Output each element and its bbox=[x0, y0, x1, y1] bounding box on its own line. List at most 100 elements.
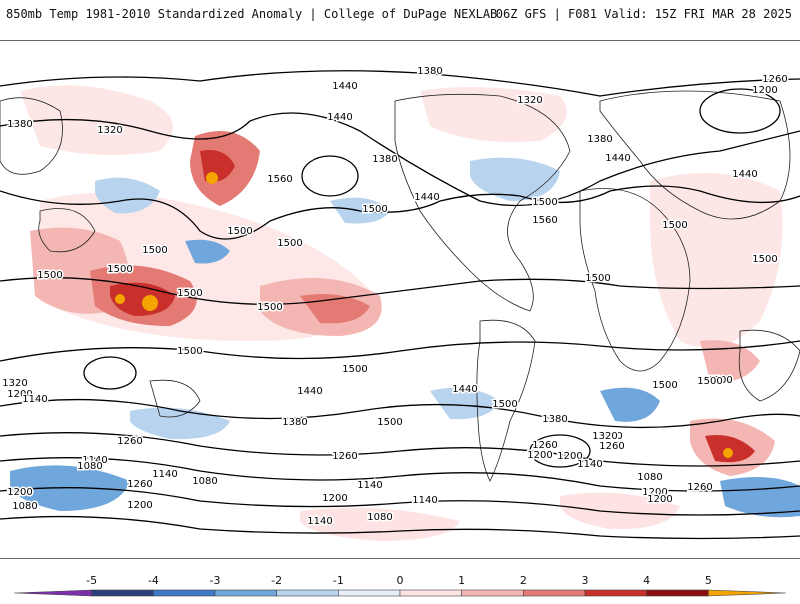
contour-label: 1080 bbox=[12, 501, 37, 512]
contour-label: 1560 bbox=[267, 174, 292, 185]
map-title: 850mb Temp 1981-2010 Standardized Anomal… bbox=[6, 7, 498, 21]
contour-label: 1140 bbox=[412, 495, 437, 506]
colorbar-tick-label: 2 bbox=[519, 574, 527, 587]
contour-label: 1140 bbox=[22, 394, 47, 405]
contour-label: 1140 bbox=[577, 459, 602, 470]
contour-label: 1260 bbox=[117, 436, 142, 447]
colorbar-bar bbox=[13, 589, 787, 597]
colorbar-tick-label: -1 bbox=[332, 574, 344, 587]
contour-label: 1140 bbox=[357, 480, 382, 491]
contour-label: 1500 bbox=[697, 376, 722, 387]
contour-label: 1200 bbox=[752, 85, 777, 96]
colorbar-swatch bbox=[338, 589, 401, 597]
colorbar-swatch bbox=[523, 589, 586, 597]
contour-label: 1260 bbox=[127, 479, 152, 490]
contour-label: 1320 bbox=[517, 95, 542, 106]
contour-label: 1440 bbox=[414, 192, 439, 203]
contour-label: 1320 bbox=[2, 378, 27, 389]
contour-label: 1260 bbox=[762, 74, 787, 85]
colorbar-tick-label: -4 bbox=[147, 574, 159, 587]
contour-label: 1500 bbox=[177, 346, 202, 357]
contour-label: 1200 bbox=[557, 451, 582, 462]
anomaly-shading bbox=[0, 41, 800, 541]
contour-label: 1500 bbox=[532, 197, 557, 208]
contour-label: 1500 bbox=[707, 375, 732, 386]
colorbar-swatch bbox=[13, 589, 92, 597]
colorbar-tick-label: 4 bbox=[643, 574, 651, 587]
colorbar-tick-label: -5 bbox=[86, 574, 98, 587]
contour-label: 1140 bbox=[82, 455, 107, 466]
contour-label: 1500 bbox=[177, 288, 202, 299]
contour-label: 1500 bbox=[362, 204, 387, 215]
contour-label: 1500 bbox=[227, 226, 252, 237]
anomaly-map: 1380 1440 1320 1380 1560 1440 1500 1500 1500 1380… bbox=[0, 40, 800, 559]
contour-label: 1500 bbox=[492, 399, 517, 410]
colorbar-tick-label: -2 bbox=[271, 574, 283, 587]
contour-label: 1440 bbox=[605, 153, 630, 164]
colorbar-swatch bbox=[91, 589, 154, 597]
contour-label: 1380 bbox=[7, 119, 32, 130]
colorbar-swatch bbox=[399, 589, 462, 597]
contour-label: 1080 bbox=[637, 472, 662, 483]
contour-label: 1500 bbox=[342, 364, 367, 375]
colorbar-swatch bbox=[276, 589, 339, 597]
contour-label: 1200 bbox=[642, 487, 667, 498]
contour-label: 1320 bbox=[97, 125, 122, 136]
contour-label: 1440 bbox=[327, 112, 352, 123]
colorbar-swatch bbox=[646, 589, 709, 597]
contour-label: 1260 bbox=[332, 451, 357, 462]
contour-label: 1440 bbox=[732, 169, 757, 180]
colorbar-swatch bbox=[153, 589, 216, 597]
height-contours bbox=[0, 70, 800, 540]
contour-label: 1200 bbox=[7, 389, 32, 400]
contour-label: 1380 bbox=[417, 66, 442, 77]
contour-label: 1200 bbox=[527, 450, 552, 461]
map-canvas: 1380144013201380156014401500150015001380… bbox=[0, 41, 800, 541]
contour-label: 1200 bbox=[322, 493, 347, 504]
contour-label: 1140 bbox=[152, 469, 177, 480]
contour-label: 1500 bbox=[257, 302, 282, 313]
colorbar-tick-label: -3 bbox=[209, 574, 221, 587]
model-run-info: 06Z GFS | F081 Valid: 15Z FRI MAR 28 202… bbox=[495, 7, 792, 21]
contour-label: 1500 bbox=[752, 254, 777, 265]
contour-label: 1500 bbox=[652, 380, 677, 391]
contour-label: 1380 bbox=[282, 417, 307, 428]
contour-label: 1320 bbox=[592, 431, 617, 442]
colorbar-swatch bbox=[708, 589, 787, 597]
colorbar-tick-label: 5 bbox=[704, 574, 712, 587]
colorbar-swatch bbox=[584, 589, 647, 597]
contour-label: 1440 bbox=[332, 81, 357, 92]
contour-label: 1440 bbox=[297, 386, 322, 397]
contour-label: 1260 bbox=[532, 440, 557, 451]
contour-label: 1080 bbox=[192, 476, 217, 487]
contour-label: 1200 bbox=[127, 500, 152, 511]
contour-label: 1320 bbox=[597, 431, 622, 442]
header: 850mb Temp 1981-2010 Standardized Anomal… bbox=[0, 0, 800, 30]
contour-label: 1500 bbox=[142, 245, 167, 256]
contour-label: 1500 bbox=[377, 417, 402, 428]
colorbar-tick-label: 0 bbox=[396, 574, 404, 587]
anomaly-colorbar: -5 -4 -3 -2 -1 0 1 2 3 4 5 bbox=[0, 568, 800, 600]
contour-label: 1560 bbox=[532, 215, 557, 226]
contour-label: 1500 bbox=[662, 220, 687, 231]
contour-label: 1260 bbox=[599, 441, 624, 452]
colorbar-swatch bbox=[214, 589, 277, 597]
contour-label: 1200 bbox=[647, 494, 672, 505]
contour-label: 1440 bbox=[452, 384, 477, 395]
coastlines bbox=[0, 90, 800, 482]
contour-label: 1380 bbox=[542, 414, 567, 425]
colorbar-tick-label: 3 bbox=[581, 574, 589, 587]
contour-label: 1140 bbox=[307, 516, 332, 527]
contour-label: 1080 bbox=[367, 512, 392, 523]
contour-label: 1380 bbox=[372, 154, 397, 165]
contour-label: 1500 bbox=[585, 273, 610, 284]
colorbar-swatch bbox=[461, 589, 524, 597]
contour-label: 1260 bbox=[687, 482, 712, 493]
contour-label: 1200 bbox=[7, 487, 32, 498]
contour-label: 1500 bbox=[107, 264, 132, 275]
colorbar-tick-label: 1 bbox=[458, 574, 466, 587]
contour-label: 1380 bbox=[587, 134, 612, 145]
contour-label: 1080 bbox=[77, 461, 102, 472]
contour-label: 1500 bbox=[37, 270, 62, 281]
contour-label: 1500 bbox=[277, 238, 302, 249]
